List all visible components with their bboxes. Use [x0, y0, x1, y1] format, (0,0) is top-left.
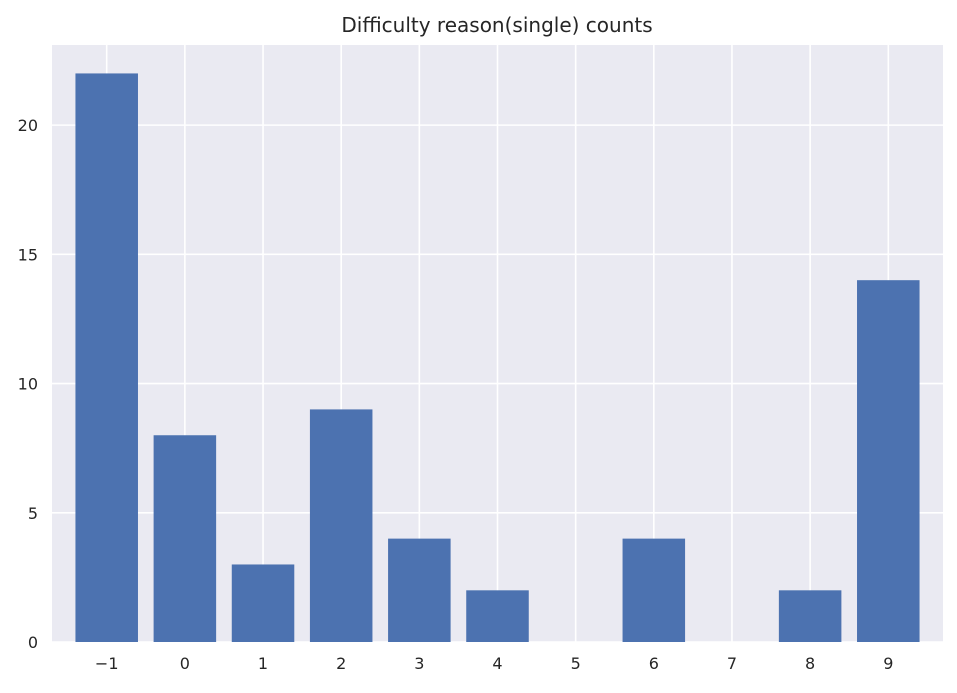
bar — [622, 538, 686, 642]
x-axis-tick-labels: −1 0 1 2 3 4 5 6 7 8 9 — [95, 654, 893, 673]
bars — [75, 73, 920, 642]
x-tick-label: 3 — [414, 654, 424, 673]
bar — [857, 280, 920, 642]
x-tick-label: 6 — [649, 654, 659, 673]
y-axis-tick-labels: 0 5 10 15 20 — [18, 116, 38, 652]
bar — [231, 564, 295, 642]
x-tick-label: 7 — [727, 654, 737, 673]
y-tick-label: 5 — [28, 504, 38, 523]
bar — [309, 409, 373, 642]
x-tick-label: 2 — [336, 654, 346, 673]
bar — [466, 590, 529, 642]
chart-title: Difficulty reason(single) counts — [341, 13, 652, 37]
bar — [388, 538, 451, 642]
x-tick-label: 5 — [571, 654, 581, 673]
y-tick-label: 0 — [28, 633, 38, 652]
x-tick-label: 1 — [258, 654, 268, 673]
y-tick-label: 10 — [18, 375, 38, 394]
bar — [153, 435, 217, 642]
y-tick-label: 20 — [18, 116, 38, 135]
x-tick-label: 9 — [883, 654, 893, 673]
bar — [75, 73, 138, 642]
x-tick-label: 0 — [180, 654, 190, 673]
x-tick-label: 8 — [805, 654, 815, 673]
y-tick-label: 15 — [18, 245, 38, 264]
x-tick-label: 4 — [492, 654, 502, 673]
bar — [778, 590, 842, 642]
x-tick-label: −1 — [95, 654, 119, 673]
